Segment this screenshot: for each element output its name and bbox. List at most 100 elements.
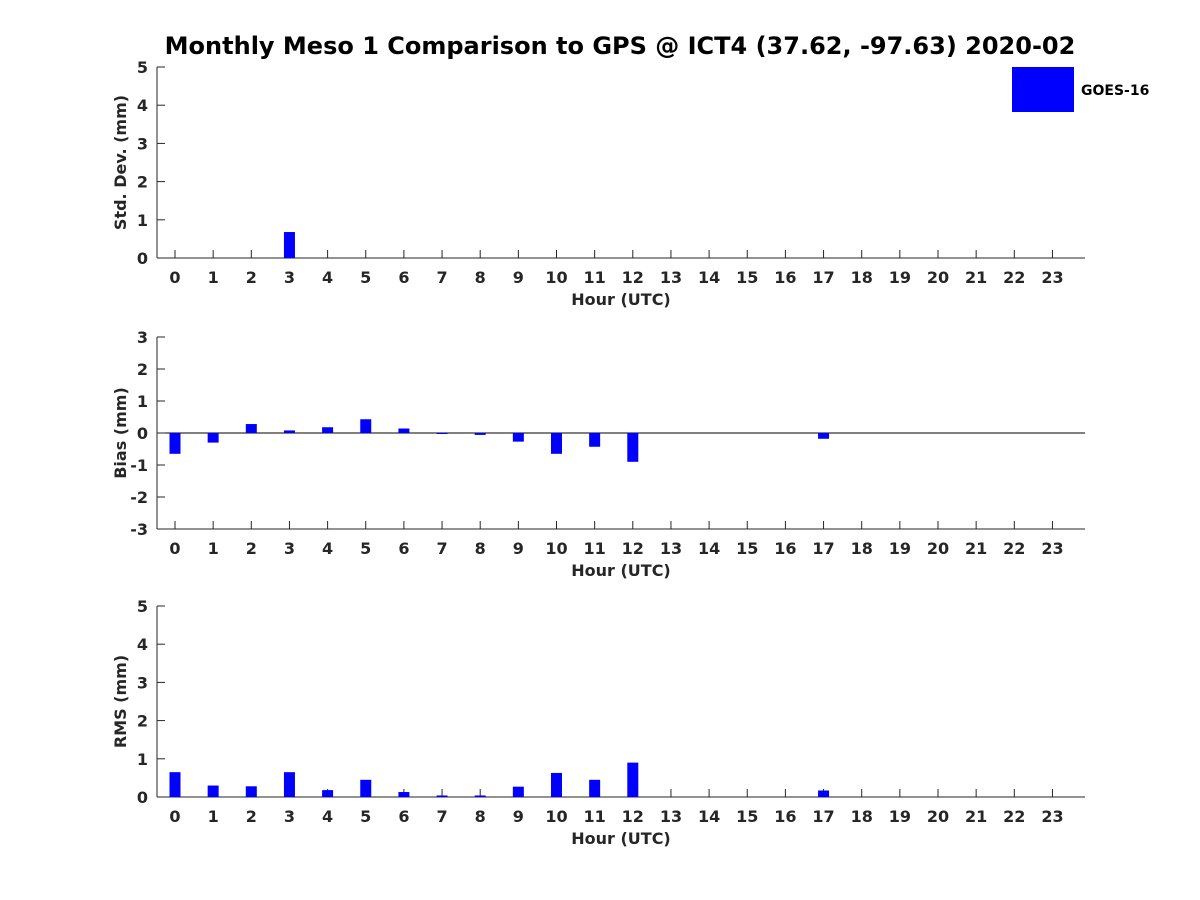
x-tick-label: 14: [698, 807, 720, 826]
x-tick-label: 8: [475, 539, 486, 558]
x-axis-label: Hour (UTC): [571, 561, 671, 580]
x-tick-label: 19: [889, 807, 911, 826]
y-tick-label: 1: [137, 211, 148, 230]
y-tick-label: -3: [130, 520, 148, 539]
y-tick-label: 2: [137, 712, 148, 731]
x-tick-label: 9: [513, 807, 524, 826]
y-axis-label: Bias (mm): [111, 387, 130, 479]
x-tick-label: 21: [965, 807, 987, 826]
legend-label: GOES-16: [1081, 83, 1149, 99]
x-tick-label: 7: [436, 268, 447, 287]
bar-rms-hour-3: [283, 772, 295, 797]
x-tick-label: 15: [736, 807, 758, 826]
x-tick-label: 16: [774, 539, 796, 558]
x-tick-label: 17: [812, 539, 834, 558]
x-tick-label: 11: [584, 268, 606, 287]
y-tick-label: 0: [137, 424, 148, 443]
x-tick-label: 0: [169, 539, 180, 558]
bar-bias-hour-11: [589, 433, 601, 447]
x-tick-label: 9: [513, 268, 524, 287]
bar-rms-hour-8: [474, 795, 486, 797]
bar-rms-hour-9: [512, 786, 524, 797]
bar-bias-hour-3: [283, 430, 295, 433]
x-tick-label: 5: [360, 268, 371, 287]
bar-bias-hour-17: [818, 433, 830, 439]
x-tick-label: 4: [322, 268, 333, 287]
x-tick-label: 3: [284, 268, 295, 287]
bar-bias-hour-6: [398, 428, 410, 433]
x-tick-label: 8: [475, 807, 486, 826]
x-tick-label: 13: [660, 539, 682, 558]
bar-rms-hour-4: [322, 790, 334, 797]
x-tick-label: 22: [1003, 539, 1025, 558]
y-tick-label: 0: [137, 249, 148, 268]
x-tick-label: 16: [774, 807, 796, 826]
legend: GOES-16: [1012, 67, 1149, 112]
x-tick-label: 21: [965, 539, 987, 558]
x-tick-label: 9: [513, 539, 524, 558]
y-tick-label: 3: [137, 673, 148, 692]
bar-rms-hour-7: [436, 795, 448, 797]
bar-rms-hour-2: [245, 786, 257, 797]
x-axis-label: Hour (UTC): [571, 290, 671, 309]
x-tick-label: 7: [436, 807, 447, 826]
x-tick-label: 20: [927, 539, 949, 558]
bar-bias-hour-8: [474, 433, 486, 435]
x-tick-label: 19: [889, 539, 911, 558]
bar-bias-hour-12: [627, 433, 639, 462]
y-tick-label: 1: [137, 392, 148, 411]
y-tick-label: 2: [137, 173, 148, 192]
x-tick-label: 22: [1003, 807, 1025, 826]
y-axis-label: Std. Dev. (mm): [111, 95, 130, 230]
x-tick-label: 23: [1041, 807, 1063, 826]
y-tick-label: 3: [137, 134, 148, 153]
x-tick-label: 10: [545, 539, 567, 558]
x-tick-label: 10: [545, 268, 567, 287]
x-tick-label: 13: [660, 268, 682, 287]
x-tick-label: 3: [284, 539, 295, 558]
x-tick-label: 6: [398, 268, 409, 287]
y-tick-label: 3: [137, 328, 148, 347]
x-tick-label: 1: [208, 539, 219, 558]
x-tick-label: 20: [927, 268, 949, 287]
bar-rms-hour-10: [551, 772, 562, 797]
y-tick-label: 4: [137, 96, 148, 115]
x-tick-label: 22: [1003, 268, 1025, 287]
x-tick-label: 1: [208, 807, 219, 826]
x-tick-label: 15: [736, 539, 758, 558]
y-tick-label: 4: [137, 635, 148, 654]
x-tick-label: 11: [584, 539, 606, 558]
bar-bias-hour-1: [207, 433, 219, 443]
x-tick-label: 11: [584, 807, 606, 826]
x-tick-label: 21: [965, 268, 987, 287]
bar-bias-hour-0: [169, 433, 181, 454]
x-tick-label: 15: [736, 268, 758, 287]
x-tick-label: 17: [812, 807, 834, 826]
x-tick-label: 14: [698, 268, 720, 287]
x-tick-label: 12: [622, 807, 644, 826]
y-tick-label: 2: [137, 360, 148, 379]
x-tick-label: 18: [851, 807, 873, 826]
x-tick-label: 6: [398, 539, 409, 558]
bar-bias-hour-10: [551, 433, 562, 454]
x-tick-label: 5: [360, 807, 371, 826]
x-tick-label: 23: [1041, 268, 1063, 287]
x-tick-label: 23: [1041, 539, 1063, 558]
bar-bias-hour-4: [322, 427, 334, 433]
y-tick-label: 0: [137, 788, 148, 807]
bar-rms-hour-11: [589, 779, 601, 797]
x-tick-label: 3: [284, 807, 295, 826]
x-tick-label: 18: [851, 268, 873, 287]
x-tick-label: 17: [812, 268, 834, 287]
x-tick-label: 16: [774, 268, 796, 287]
bar-bias-hour-5: [360, 419, 372, 433]
legend-swatch: [1012, 67, 1074, 112]
bar-rms-hour-0: [169, 772, 181, 797]
x-tick-label: 4: [322, 807, 333, 826]
x-tick-label: 19: [889, 268, 911, 287]
bar-rms-hour-5: [360, 779, 372, 797]
y-tick-label: 5: [137, 58, 148, 77]
